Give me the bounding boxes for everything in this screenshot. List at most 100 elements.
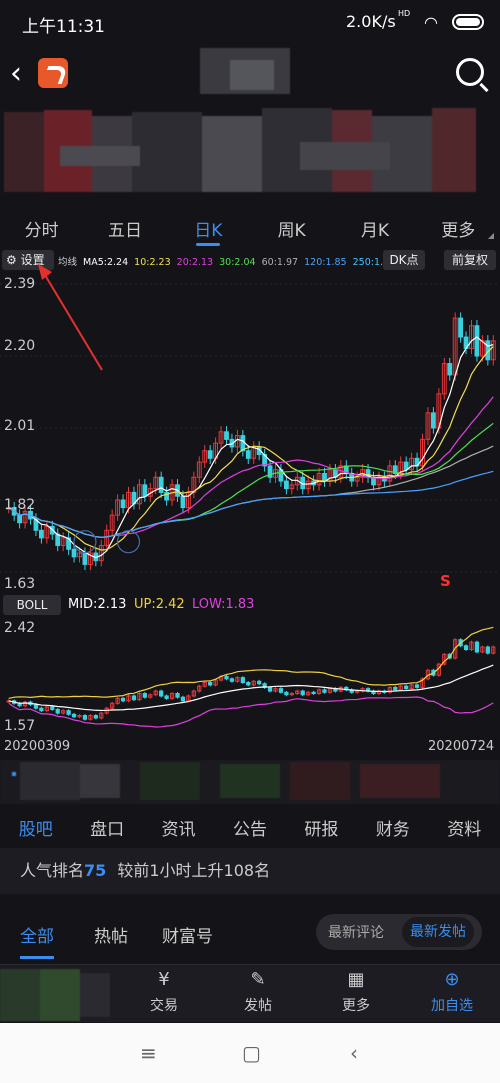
boll-candle-body [387, 686, 392, 693]
candle-body [283, 480, 289, 490]
sort-latest-post[interactable]: 最新发帖 [402, 917, 474, 947]
candle-body [240, 435, 246, 452]
boll-candle-body [229, 678, 235, 682]
boll-candle-body [289, 693, 294, 696]
candle-body [322, 472, 327, 482]
boll-candle-body [316, 689, 322, 695]
search-icon[interactable] [456, 58, 484, 86]
pixelated-thumb [0, 969, 110, 1021]
boll-candle-body [115, 697, 120, 704]
boll-candle-body [306, 691, 311, 696]
boll-candle-body [159, 690, 164, 697]
tab-announcements[interactable]: 公告 [232, 820, 267, 840]
tab-profile[interactable]: 资料 [447, 820, 482, 840]
adjust-button[interactable]: 前复权 [444, 250, 496, 270]
popularity-banner[interactable]: 人气排名75 较前1小时上升108名 [0, 848, 500, 894]
tab-all[interactable]: 全部 [20, 922, 54, 959]
boll-candle-body [311, 691, 316, 695]
boll-axis-top: 2.42 [4, 620, 36, 636]
post-label: 发帖 [244, 998, 272, 1014]
tab-finance[interactable]: 财务 [375, 820, 410, 840]
sort-latest-comment[interactable]: 最新评论 [328, 925, 384, 941]
candle-body [251, 446, 257, 459]
candle-body [458, 317, 464, 338]
boll-up: UP:2.42 [134, 597, 185, 612]
boll-candle-body [414, 684, 420, 688]
status-time: 上午11:31 [22, 17, 105, 37]
candle-body [136, 484, 142, 505]
candle-body [425, 412, 431, 440]
kline-axis-top: 2.39 [4, 276, 36, 292]
stock-header: ‹ [0, 46, 500, 198]
boll-candle-body [110, 702, 115, 709]
add-watchlist-button[interactable]: ⊕ 加自选 [422, 969, 482, 1015]
settings-button[interactable]: ⚙ 设置 [2, 250, 54, 270]
boll-candle-body [474, 641, 480, 653]
candle-body [371, 476, 376, 486]
tab-pankou[interactable]: 盘口 [90, 820, 125, 840]
tab-five-day[interactable]: 五日 [107, 221, 142, 241]
candle-body [104, 529, 110, 546]
boll-button[interactable]: BOLL [3, 595, 61, 615]
boll-candle-body [131, 695, 137, 701]
home-icon[interactable]: ▢ [242, 1041, 261, 1065]
boll-candle-body [180, 696, 186, 702]
tab-more[interactable]: 更多 [441, 221, 476, 241]
more-button[interactable]: ▦ 更多 [326, 969, 386, 1015]
candle-body [441, 363, 447, 395]
boll-candle-body [126, 695, 131, 702]
boll-indicator-bar: BOLL MID:2.13 UP:2.42 LOW:1.83 [0, 594, 500, 616]
back-icon[interactable]: ‹ [10, 56, 22, 91]
tab-daily-k[interactable]: 日K [167, 208, 250, 246]
candle-body [392, 465, 398, 474]
boll-candle-body [246, 682, 251, 686]
dk-point-button[interactable]: DK点 [383, 250, 425, 270]
boll-candle-body [44, 706, 49, 712]
boll-candle-body [61, 710, 66, 714]
tab-research[interactable]: 研报 [304, 820, 339, 840]
boll-candle-body [409, 684, 414, 690]
more-label: 更多 [342, 998, 370, 1014]
boll-candle-body [33, 704, 39, 709]
tab-news[interactable]: 资讯 [161, 820, 196, 840]
popularity-suffix: 较前1小时上升108名 [117, 861, 271, 880]
hd-badge: HD [398, 9, 411, 18]
candle-body [447, 363, 453, 376]
kline-axis-4: 1.82 [4, 497, 36, 513]
boll-candle-body [485, 646, 490, 654]
back-nav-icon[interactable]: ‹ [350, 1041, 358, 1065]
tab-hot[interactable]: 热帖 [94, 927, 128, 947]
kline-chart[interactable] [0, 272, 500, 592]
tab-monthly-k[interactable]: 月K [360, 221, 390, 241]
ma5: MA5:2.24 [83, 257, 129, 268]
boll-candle-body [322, 689, 327, 693]
boll-candle-body [22, 701, 28, 707]
candle-body [77, 552, 82, 558]
candle-body [115, 499, 121, 516]
post-button[interactable]: ✎ 发帖 [228, 969, 288, 1015]
boll-candle-body [480, 646, 485, 653]
candle-body [267, 465, 273, 478]
menu-icon[interactable]: ≡ [140, 1041, 157, 1065]
end-date: 20200724 [428, 739, 495, 754]
boll-candle-body [55, 708, 60, 714]
boll-candle-body [39, 707, 44, 712]
boll-up-line [8, 626, 494, 699]
boll-chart[interactable] [0, 617, 500, 737]
feed-tabs: 全部 热帖 财富号 [0, 910, 500, 959]
tab-minute[interactable]: 分时 [24, 221, 59, 241]
sell-signal: S [440, 572, 451, 590]
ma30: 30:2.04 [219, 257, 256, 268]
ma60: 60:1.97 [261, 257, 299, 268]
tab-weekly-k[interactable]: 周K [277, 221, 306, 241]
tab-wealth[interactable]: 财富号 [162, 927, 213, 947]
candle-body [409, 457, 415, 471]
candle-body [44, 526, 50, 539]
boll-candle-body [235, 677, 240, 682]
trade-button[interactable]: ¥ 交易 [134, 969, 194, 1015]
boll-candle-body [142, 693, 147, 698]
add-label: 加自选 [431, 998, 473, 1014]
tab-guba[interactable]: 股吧 [18, 820, 53, 840]
boll-candle-body [66, 710, 71, 715]
boll-candle-body [398, 685, 403, 691]
